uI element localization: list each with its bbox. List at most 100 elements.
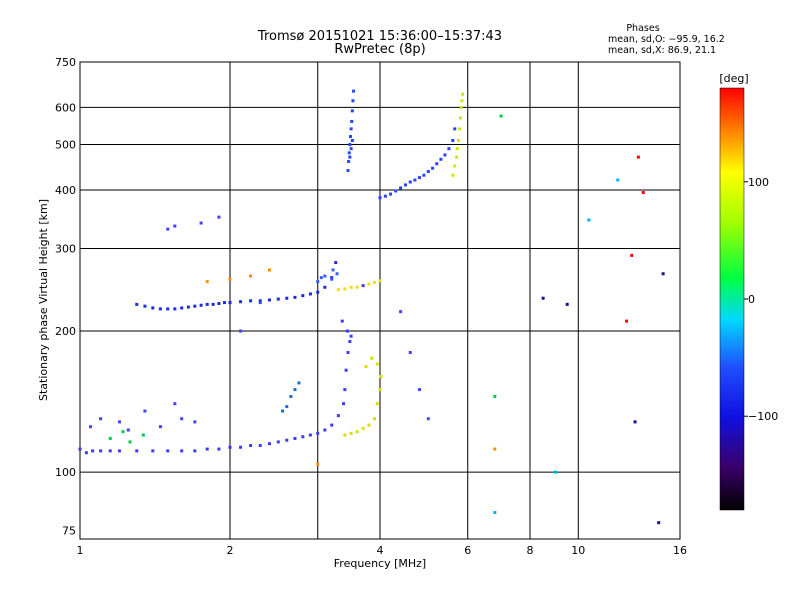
data-point: [346, 350, 350, 354]
data-point: [336, 414, 340, 418]
data-point: [180, 306, 184, 310]
chart-subtitle: RwPretec (8p): [334, 42, 425, 57]
data-point: [352, 89, 356, 93]
data-point: [173, 224, 177, 228]
data-point: [84, 451, 88, 455]
x-tick-label: 6: [464, 544, 471, 557]
data-point: [367, 282, 371, 286]
data-point: [379, 374, 383, 378]
data-point: [453, 127, 457, 131]
data-point: [267, 442, 271, 446]
x-tick-label: 4: [377, 544, 384, 557]
data-point: [293, 295, 297, 299]
data-point: [285, 438, 289, 442]
data-point: [276, 297, 280, 301]
data-point: [367, 423, 371, 427]
colorbar-ticks: 100 0 −100: [744, 176, 778, 423]
data-point: [373, 280, 377, 284]
colorbar-tick-label: −100: [748, 410, 778, 423]
data-point: [319, 276, 323, 280]
data-point: [347, 151, 351, 155]
data-point: [228, 445, 232, 449]
y-tick-label: 75: [62, 525, 76, 538]
y-tick-label: 600: [55, 101, 76, 114]
data-point: [636, 155, 640, 159]
data-point: [389, 192, 393, 196]
scatter-points: [78, 89, 665, 525]
data-point: [587, 218, 591, 222]
data-point: [330, 423, 334, 427]
data-point: [316, 431, 320, 435]
data-point: [435, 162, 439, 166]
data-point: [330, 276, 334, 280]
data-point: [349, 147, 353, 151]
data-point: [457, 139, 461, 143]
data-point: [553, 470, 557, 474]
data-point: [633, 420, 637, 424]
data-point: [493, 447, 497, 451]
data-point: [355, 285, 359, 289]
data-point: [158, 307, 162, 311]
data-point: [173, 307, 177, 311]
data-point: [108, 436, 112, 440]
data-point: [493, 511, 497, 515]
data-point: [135, 302, 139, 306]
data-point: [117, 449, 121, 453]
x-axis-label: Frequency [MHz]: [334, 557, 426, 570]
data-point: [451, 139, 455, 143]
data-point: [205, 447, 209, 451]
y-tick-label: 300: [55, 243, 76, 256]
data-point: [281, 409, 285, 413]
data-point: [151, 449, 155, 453]
data-point: [297, 381, 301, 385]
data-point: [143, 409, 147, 413]
data-point: [451, 173, 455, 177]
data-point: [657, 521, 661, 525]
data-point: [239, 329, 243, 333]
data-point: [293, 436, 297, 440]
data-point: [343, 287, 347, 291]
y-tick-label: 400: [55, 184, 76, 197]
data-point: [126, 428, 130, 432]
data-point: [361, 426, 365, 430]
data-point: [316, 280, 320, 284]
data-point: [89, 425, 93, 429]
data-point: [426, 417, 430, 421]
data-point: [373, 417, 377, 421]
data-point: [426, 169, 430, 173]
data-point: [193, 420, 197, 424]
data-point: [349, 334, 353, 338]
data-point: [641, 191, 645, 195]
data-point: [422, 173, 426, 177]
data-point: [267, 298, 271, 302]
phase-stats-title: Phases: [626, 23, 659, 34]
data-point: [340, 319, 344, 323]
data-point: [316, 462, 320, 466]
x-axis-ticks: 1 2 4 6 8 10 16: [77, 544, 688, 557]
data-point: [217, 301, 221, 305]
data-point: [180, 449, 184, 453]
data-point: [258, 443, 262, 447]
data-point: [249, 299, 253, 303]
data-point: [383, 194, 387, 198]
data-point: [417, 176, 421, 180]
data-point: [180, 417, 184, 421]
data-point: [249, 274, 253, 278]
data-point: [228, 301, 232, 305]
data-point: [217, 215, 221, 219]
data-point: [349, 431, 353, 435]
data-point: [323, 285, 327, 289]
data-point: [121, 430, 125, 434]
data-point: [186, 305, 190, 309]
data-point: [355, 430, 359, 434]
data-point: [459, 105, 463, 109]
colorbar: [719, 87, 745, 511]
phase-stats-x: mean, sd,X: 86.9, 21.1: [608, 45, 716, 56]
data-point: [378, 388, 382, 392]
plot-grid: [79, 62, 681, 539]
data-point: [447, 147, 451, 151]
data-point: [439, 157, 443, 161]
data-point: [625, 319, 629, 323]
data-point: [323, 274, 327, 278]
data-point: [228, 277, 232, 281]
